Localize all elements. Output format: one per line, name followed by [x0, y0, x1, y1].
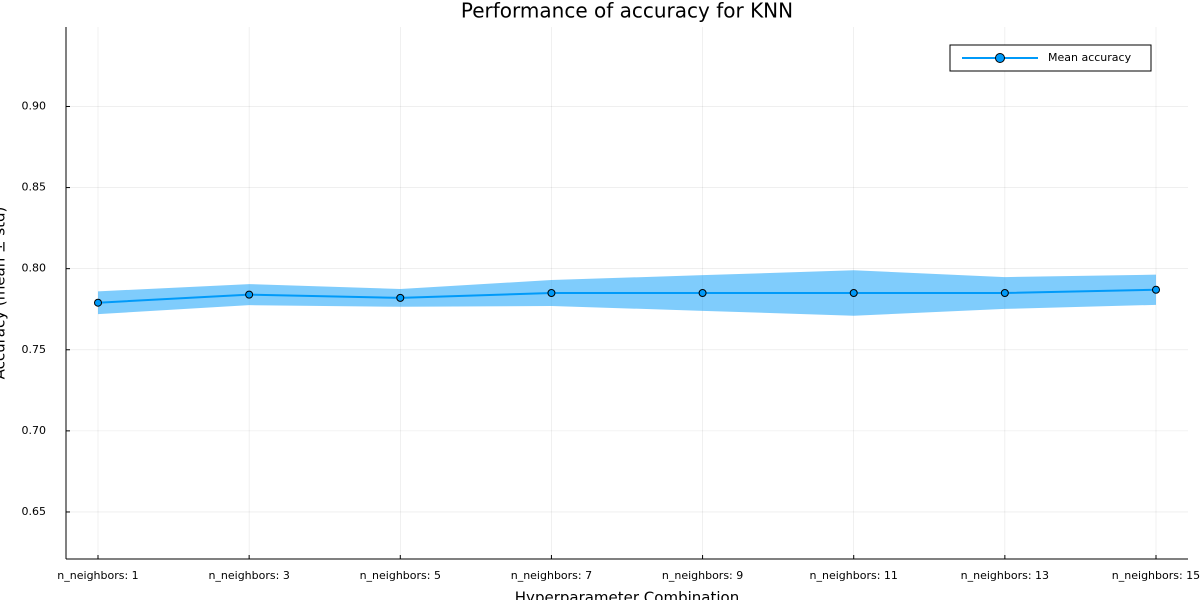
point [245, 290, 254, 299]
mean-line [97, 288, 1157, 304]
y-tick-label: 0.70 [22, 424, 47, 437]
y-tick-label: 0.80 [22, 262, 47, 275]
x-tick-label: n_neighbors: 3 [208, 569, 289, 582]
x-tick-label: n_neighbors: 7 [511, 569, 592, 582]
x-axis-label: Hyperparameter Combination [515, 589, 739, 600]
x-tick-label: n_neighbors: 15 [1112, 569, 1200, 582]
x-tick-label: n_neighbors: 9 [662, 569, 743, 582]
x-tick-label: n_neighbors: 5 [360, 569, 441, 582]
chart-title: Performance of accuracy for KNN [461, 0, 793, 23]
y-tick-label: 0.85 [22, 181, 47, 194]
point [849, 289, 858, 297]
point [1000, 289, 1009, 297]
point [698, 289, 707, 297]
y-tick-label: 0.65 [22, 505, 47, 518]
point [94, 298, 102, 307]
legend-label: Mean accuracy [1048, 51, 1132, 64]
point [547, 289, 556, 297]
y-tick-label: 0.75 [22, 343, 47, 356]
y-tick-label: 0.90 [22, 99, 47, 112]
x-tick-label: n_neighbors: 1 [57, 569, 138, 582]
legend-marker [995, 53, 1005, 63]
x-tick-label: n_neighbors: 11 [810, 569, 898, 582]
x-tick-label: n_neighbors: 13 [961, 569, 1049, 582]
point [396, 293, 405, 302]
y-axis-label: Accuracy (mean ± std) [0, 207, 9, 380]
point [1152, 285, 1160, 294]
